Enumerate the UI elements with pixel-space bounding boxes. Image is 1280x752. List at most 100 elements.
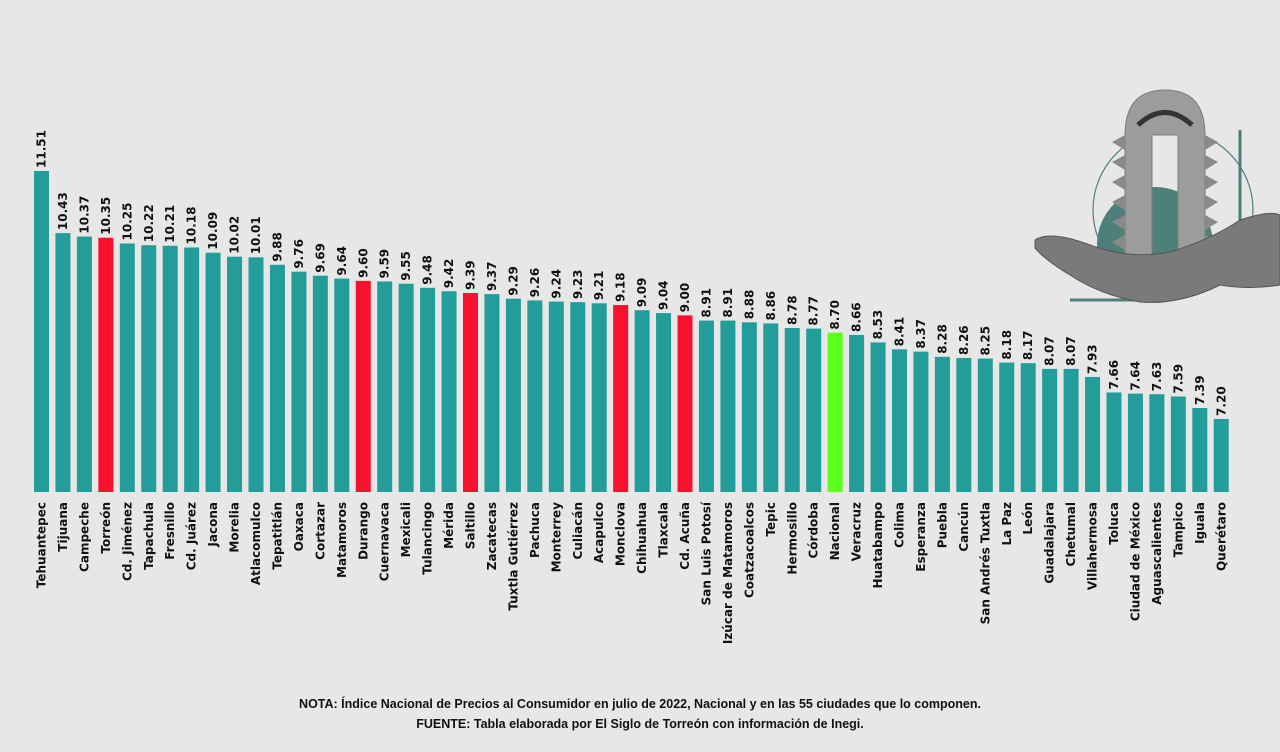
hand-building-illustration	[1034, 89, 1280, 303]
category-label: Fresnillo	[163, 502, 177, 560]
bar	[913, 351, 929, 492]
category-label: Puebla	[935, 502, 949, 548]
bar	[184, 247, 200, 492]
category-label: San Andrés Tuxtla	[978, 502, 992, 624]
value-label: 10.21	[163, 205, 177, 243]
category-label: Cd. Jiménez	[120, 502, 134, 581]
value-label: 9.00	[678, 283, 692, 313]
category-label: Chihuahua	[635, 502, 649, 574]
bar	[570, 302, 586, 492]
value-label: 7.93	[1086, 344, 1100, 374]
value-label: 8.26	[957, 325, 971, 355]
category-label: Tepic	[764, 502, 778, 537]
category-label: Ciudad de México	[1128, 502, 1142, 621]
value-label: 8.28	[935, 324, 949, 354]
value-label: 8.70	[828, 300, 842, 330]
value-label: 9.69	[313, 243, 327, 273]
category-label: Durango	[356, 502, 370, 560]
category-label: Toluca	[1107, 502, 1121, 545]
category-label: Veracruz	[850, 502, 864, 561]
bar	[505, 298, 521, 492]
bar	[634, 310, 650, 492]
category-label: Culiacán	[571, 502, 585, 559]
bar	[355, 280, 371, 492]
category-label: Villahermosa	[1086, 502, 1100, 590]
bar	[720, 320, 736, 492]
category-label: Chetumal	[1064, 502, 1078, 566]
bars-group	[34, 171, 1229, 492]
category-label: Oaxaca	[292, 502, 306, 551]
value-label: 10.22	[142, 204, 156, 242]
value-label: 9.59	[378, 249, 392, 279]
value-label: 9.21	[592, 271, 606, 301]
bar	[55, 233, 71, 492]
category-label: Acapulco	[592, 502, 606, 563]
bar	[291, 271, 307, 492]
hand-icon	[1034, 212, 1280, 303]
value-label: 8.25	[978, 326, 992, 356]
bar	[956, 357, 972, 492]
category-label: Atlacomulco	[249, 502, 263, 585]
category-label: Izúcar de Matamoros	[721, 502, 735, 644]
category-label: Huatabampo	[871, 502, 885, 589]
bar	[849, 334, 865, 492]
bar	[334, 278, 350, 492]
category-label: Hermosillo	[785, 502, 799, 575]
bar	[548, 301, 564, 492]
category-label: Monterrey	[549, 502, 563, 573]
category-labels-group: Tehuantepec Tijuana Campeche Torreón Cd. Jim…	[35, 501, 1229, 644]
bar	[806, 328, 822, 492]
bar	[162, 245, 178, 492]
category-label: Coatzacoalcos	[742, 502, 756, 598]
value-label: 10.35	[99, 197, 113, 235]
bar	[656, 313, 672, 492]
value-label: 9.55	[399, 251, 413, 281]
category-label: Cancún	[957, 502, 971, 552]
value-label: 7.66	[1107, 360, 1121, 390]
value-label: 8.37	[914, 319, 928, 349]
value-label: 9.24	[549, 269, 563, 299]
category-label: Tapachula	[142, 502, 156, 570]
category-label: Jacona	[206, 502, 220, 548]
bar	[34, 171, 49, 492]
bar	[420, 287, 436, 492]
category-label: Monclova	[614, 502, 628, 566]
category-label: Querétaro	[1214, 502, 1228, 571]
category-label: Mérida	[442, 502, 456, 549]
bar	[784, 328, 800, 492]
bar	[1127, 393, 1143, 492]
value-label: 9.42	[442, 259, 456, 289]
bar	[999, 362, 1015, 492]
bar	[1192, 408, 1208, 492]
bar	[1170, 396, 1186, 492]
value-label: 9.48	[421, 255, 435, 285]
bar	[227, 256, 243, 492]
value-label: 9.76	[292, 239, 306, 269]
category-label: Guadalajara	[1043, 502, 1057, 584]
value-label: 9.09	[635, 278, 649, 308]
value-label: 9.64	[335, 246, 349, 276]
bar	[441, 291, 457, 492]
value-label: 8.18	[1000, 330, 1014, 360]
bar	[1042, 368, 1058, 492]
value-label: 8.53	[871, 310, 885, 340]
bar	[613, 305, 629, 492]
bar	[76, 236, 92, 492]
value-label: 10.37	[77, 196, 91, 234]
category-label: Tuxtla Gutiérrez	[506, 502, 520, 611]
value-label: 8.88	[742, 290, 756, 320]
value-label: 10.01	[249, 216, 263, 254]
category-label: Córdoba	[807, 502, 821, 559]
value-label: 10.43	[56, 192, 70, 230]
value-label: 8.86	[764, 291, 778, 321]
category-label: Tulancingo	[421, 502, 435, 575]
bar	[827, 332, 843, 492]
fuente-text: FUENTE: Tabla elaborada por El Siglo de …	[416, 717, 864, 731]
bar	[269, 264, 285, 492]
value-label: 8.91	[699, 288, 713, 318]
category-label: Cortazar	[313, 502, 327, 560]
value-label: 10.18	[185, 207, 199, 245]
value-label: 9.37	[485, 261, 499, 291]
category-label: Pachuca	[528, 502, 542, 558]
bar	[527, 300, 543, 492]
